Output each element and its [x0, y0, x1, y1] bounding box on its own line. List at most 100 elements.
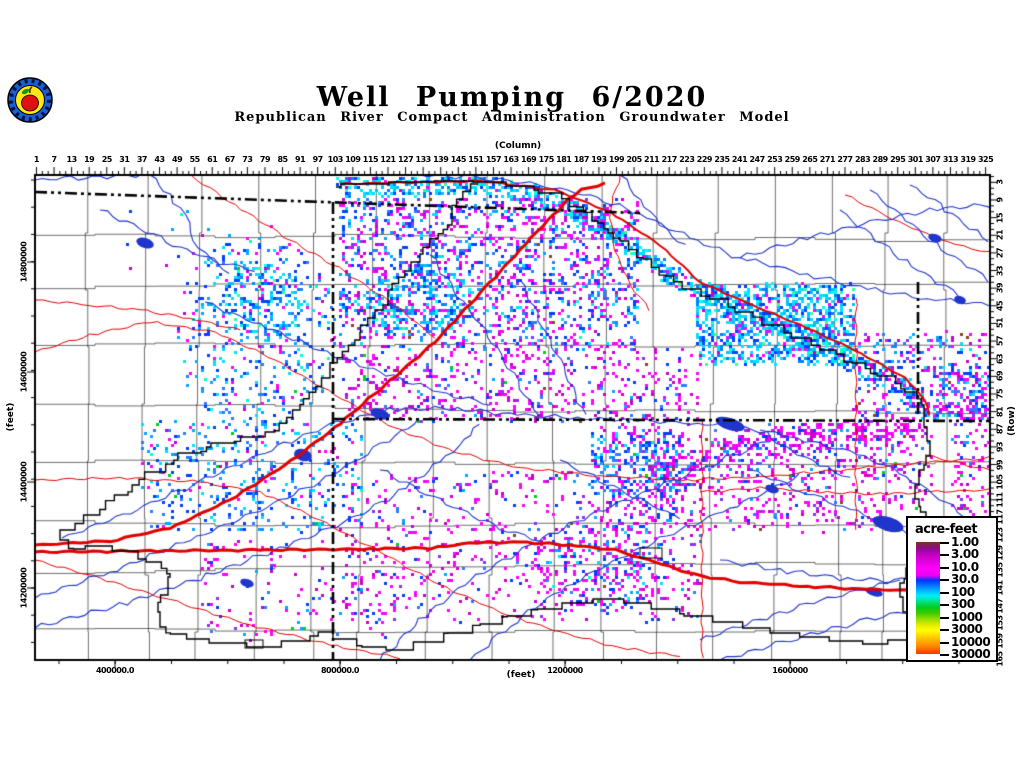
column-tick-label: 259 [784, 155, 801, 164]
left-axis-unit: (feet) [6, 402, 16, 432]
rrca-seal-logo [7, 77, 53, 123]
column-tick-label: 13 [66, 155, 78, 164]
column-tick-label: 49 [172, 155, 183, 164]
column-tick-label: 163 [503, 155, 519, 164]
row-tick-label: 63 [995, 353, 1005, 364]
column-tick-label: 151 [468, 155, 484, 164]
column-tick-label: 301 [907, 155, 924, 164]
column-tick-label: 187 [573, 155, 590, 164]
column-tick-label: 25 [101, 155, 113, 164]
row-tick-label: 9 [995, 197, 1005, 203]
legend-tick [940, 654, 949, 656]
column-tick-label: 271 [819, 155, 836, 164]
row-tick-label: 57 [995, 335, 1005, 347]
column-tick-label: 61 [207, 155, 218, 164]
row-tick-label: 39 [995, 283, 1005, 294]
column-tick-label: 67 [224, 155, 236, 164]
bottom-tick-label: 800000.0 [320, 666, 360, 675]
column-tick-label: 55 [189, 155, 201, 164]
column-tick-label: 277 [837, 155, 853, 164]
legend-value-label: 3000 [951, 622, 983, 637]
row-tick-label: 69 [995, 371, 1005, 382]
row-tick-label: 45 [995, 300, 1005, 311]
row-tick-label: 3 [995, 179, 1005, 185]
column-tick-label: 85 [277, 155, 288, 164]
column-tick-label: 73 [242, 155, 253, 164]
row-axis-label: (Row) [1007, 406, 1017, 436]
row-tick-label: 21 [995, 230, 1005, 241]
bottom-axis-unit: (feet) [506, 670, 536, 680]
legend-value-label: 1000 [951, 609, 983, 624]
legend-title: acre-feet [915, 522, 978, 537]
legend-value-label: 300 [951, 597, 975, 612]
column-tick-label: 103 [327, 155, 344, 164]
legend-tick [940, 616, 949, 619]
row-tick-label: 99 [995, 459, 1005, 470]
column-tick-label: 145 [450, 155, 467, 164]
column-tick-label: 1 [33, 155, 40, 164]
legend-value-label: 3.00 [951, 547, 979, 562]
legend-value-label: 1.00 [951, 535, 979, 549]
column-tick-label: 193 [591, 155, 607, 164]
legend-tick [940, 554, 949, 557]
column-tick-label: 325 [977, 155, 994, 164]
row-tick-label: 87 [995, 424, 1005, 435]
column-tick-label: 265 [802, 155, 818, 164]
column-tick-label: 283 [854, 155, 871, 164]
column-tick-label: 223 [679, 155, 695, 164]
column-tick-label: 37 [136, 155, 148, 164]
legend-tick [940, 629, 949, 632]
column-tick-label: 181 [556, 155, 572, 164]
left-tick-label: 14200000 [19, 567, 29, 609]
bottom-tick-label: 1200000 [547, 666, 583, 675]
bottom-tick-label: 400000.0 [95, 666, 135, 675]
left-tick-label: 14800000 [19, 241, 29, 283]
column-tick-label: 127 [397, 155, 414, 164]
column-tick-label: 79 [259, 155, 271, 164]
column-tick-label: 295 [890, 155, 906, 164]
legend-value-label: 100 [951, 584, 975, 599]
column-tick-label: 217 [661, 155, 678, 164]
column-tick-label: 253 [767, 155, 783, 164]
row-tick-label: 105 [995, 474, 1005, 490]
column-tick-label: 7 [51, 155, 57, 164]
row-tick-label: 15 [995, 212, 1005, 223]
column-tick-label: 97 [312, 155, 324, 164]
column-axis-label: (Column) [494, 141, 542, 151]
page-subtitle: Republican River Compact Administration … [234, 110, 790, 125]
legend-colorbar [916, 542, 940, 654]
bottom-tick-label: 1600000 [772, 666, 808, 675]
row-tick-label: 81 [995, 406, 1005, 417]
column-tick-label: 175 [538, 155, 555, 164]
legend-tick [940, 566, 949, 569]
row-tick-label: 51 [995, 318, 1005, 329]
column-tick-label: 31 [119, 155, 130, 164]
column-tick-label: 247 [749, 155, 765, 164]
column-tick-label: 169 [521, 155, 537, 164]
column-tick-label: 115 [362, 155, 379, 164]
column-tick-label: 313 [942, 155, 959, 164]
row-tick-label: 111 [995, 492, 1005, 508]
column-tick-label: 229 [696, 155, 713, 164]
legend-value-label: 30.0 [951, 572, 979, 587]
column-tick-label: 157 [485, 155, 502, 164]
column-tick-label: 109 [345, 155, 361, 164]
column-tick-label: 139 [433, 155, 449, 164]
legend-tick [940, 641, 949, 644]
legend-value-label: 10.0 [951, 559, 979, 574]
column-tick-label: 133 [415, 155, 432, 164]
column-tick-label: 241 [731, 155, 748, 164]
column-tick-label: 19 [84, 155, 95, 164]
column-tick-label: 205 [626, 155, 642, 164]
left-tick-label: 14400000 [19, 461, 29, 503]
legend-tick [940, 542, 949, 544]
row-tick-label: 27 [995, 247, 1005, 258]
column-tick-label: 235 [714, 155, 730, 164]
legend-value-label: 30000 [951, 647, 991, 661]
column-tick-label: 91 [295, 155, 306, 164]
page-title: Well Pumping 6/2020 [316, 82, 708, 113]
legend-tick [940, 591, 949, 594]
column-tick-label: 199 [608, 155, 625, 164]
